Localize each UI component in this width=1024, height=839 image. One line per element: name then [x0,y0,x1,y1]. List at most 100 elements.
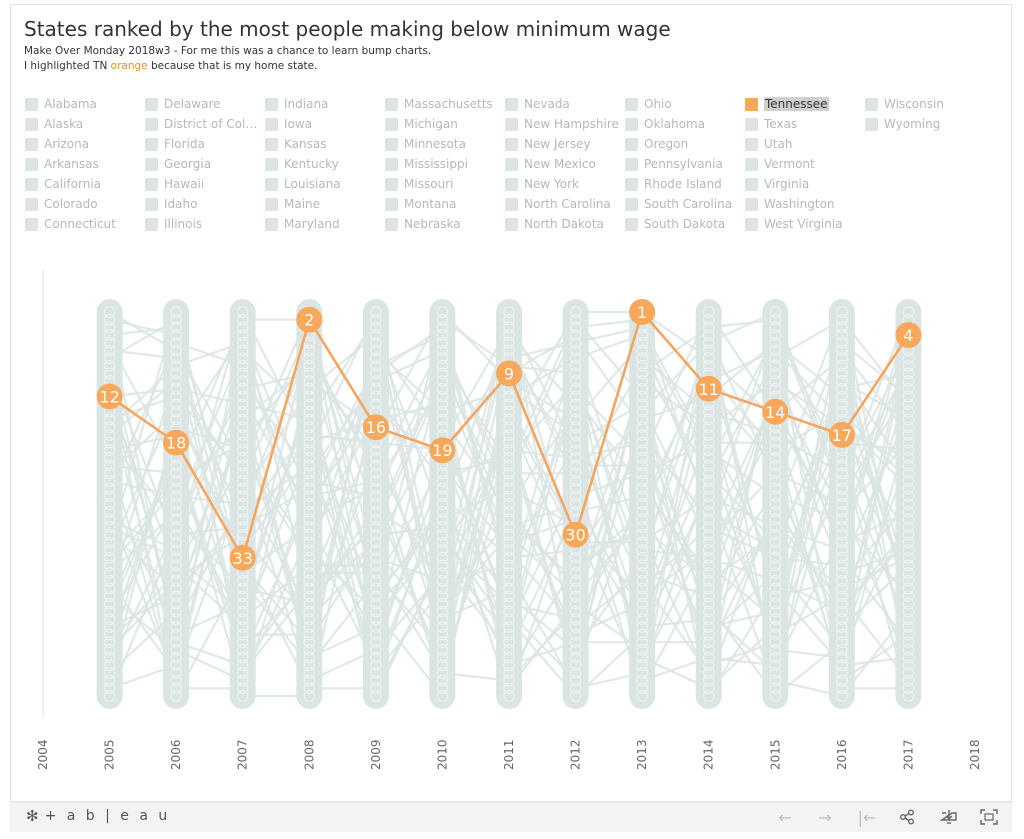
legend-item[interactable]: California [25,175,145,193]
rank-dot [503,621,515,633]
rank-dot [569,682,582,695]
legend-item[interactable]: Indiana [265,95,385,113]
legend-item[interactable]: Virginia [745,175,865,193]
rank-dot [702,552,715,564]
rank-dot [836,544,848,556]
rank-dot [503,444,515,456]
legend-item[interactable]: Connecticut [25,215,145,233]
rank-dot [303,429,316,441]
tennessee-rank-label: 18 [166,434,186,453]
legend-item[interactable]: District of Colu... [145,115,265,133]
rank-dot [370,575,382,587]
rank-dot [702,306,715,318]
legend-item[interactable]: Arizona [25,135,145,153]
legend-item[interactable]: Hawaii [145,175,265,193]
rank-dot [569,605,582,618]
legend-item[interactable]: Maryland [265,215,385,233]
rank-dot [902,352,915,364]
legend-swatch [265,117,278,131]
legend-item[interactable]: Kansas [265,135,385,153]
legend-item[interactable]: Minnesota [385,135,505,153]
legend-swatch [745,177,758,191]
legend-swatch [25,117,38,131]
tennessee-point [96,383,123,410]
legend-item[interactable]: South Dakota [625,215,745,233]
rank-dot [103,621,116,633]
legend-item[interactable]: New Jersey [505,135,625,153]
fullscreen-button[interactable] [977,805,1001,829]
legend-item[interactable]: Michigan [385,115,505,133]
rank-dot [303,590,316,602]
legend-item[interactable]: Georgia [145,155,265,173]
legend-item[interactable]: Kentucky [265,155,385,173]
legend-item[interactable]: Idaho [145,195,265,213]
legend-item[interactable]: Texas [745,115,865,133]
legend-item[interactable]: New Hampshire [505,115,625,133]
rank-dot [370,482,382,495]
rank-dot [370,329,382,341]
rank-dot [303,513,316,526]
rank-dot [303,490,316,503]
rank-dot [902,628,915,641]
legend-item[interactable]: Utah [745,135,865,153]
legend-item[interactable]: Arkansas [25,155,145,173]
legend-item[interactable]: Montana [385,195,505,213]
rank-dot [636,390,648,403]
legend-item[interactable]: Nevada [505,95,625,113]
legend-item[interactable]: Colorado [25,195,145,213]
download-button[interactable] [937,805,961,829]
legend-item[interactable]: Mississippi [385,155,505,173]
share-button[interactable] [895,805,919,829]
legend-item[interactable]: Tennessee [745,95,865,113]
rank-dot [170,528,182,541]
legend-item[interactable]: West Virginia [745,215,865,233]
rank-dot [636,528,648,541]
rank-dot [769,613,782,625]
legend-item[interactable]: Missouri [385,175,505,193]
legend-item[interactable]: North Carolina [505,195,625,213]
legend-item[interactable]: South Carolina [625,195,745,213]
rank-dot [236,513,249,526]
legend-item[interactable]: Wisconsin [865,95,985,113]
legend-item[interactable]: Vermont [745,155,865,173]
legend-item[interactable]: New Mexico [505,155,625,173]
rank-dot [902,360,915,372]
rank-dot [503,567,515,579]
legend-item[interactable]: Pennsylvania [625,155,745,173]
rank-dot [702,436,715,449]
rank-dot [436,498,449,510]
legend-item[interactable]: Oregon [625,135,745,153]
legend-item[interactable]: Rhode Island [625,175,745,193]
legend-item[interactable]: North Dakota [505,215,625,233]
rank-dot [370,528,382,541]
legend-item[interactable]: Delaware [145,95,265,113]
legend-item[interactable]: Illinois [145,215,265,233]
rank-dot [370,352,382,364]
legend-item[interactable]: New York [505,175,625,193]
tableau-logo[interactable]: ✻ + a b | e a u [26,807,170,825]
legend-item[interactable]: Oklahoma [625,115,745,133]
rank-dot [902,521,915,533]
legend-item[interactable]: Massachusetts [385,95,505,113]
legend-item[interactable]: Florida [145,135,265,153]
legend-item[interactable]: Alabama [25,95,145,113]
legend-item[interactable]: Alaska [25,115,145,133]
rank-dot [370,636,382,648]
legend-item[interactable]: Wyoming [865,115,985,133]
legend-item[interactable]: Maine [265,195,385,213]
rank-dot [236,475,249,487]
rank-dot [569,505,582,518]
rank-dot [436,367,449,380]
legend-item[interactable]: Ohio [625,95,745,113]
rank-dot [370,536,382,549]
legend-item[interactable]: Louisiana [265,175,385,193]
legend-item[interactable]: Washington [745,195,865,213]
redo-button[interactable]: → [818,807,832,827]
undo-button[interactable]: ← [778,807,792,827]
revert-button[interactable]: |← [857,807,877,827]
rank-dot [902,452,915,464]
rank-dot [103,613,116,625]
legend-item[interactable]: Nebraska [385,215,505,233]
rank-dot [170,605,182,618]
legend-item[interactable]: Iowa [265,115,385,133]
